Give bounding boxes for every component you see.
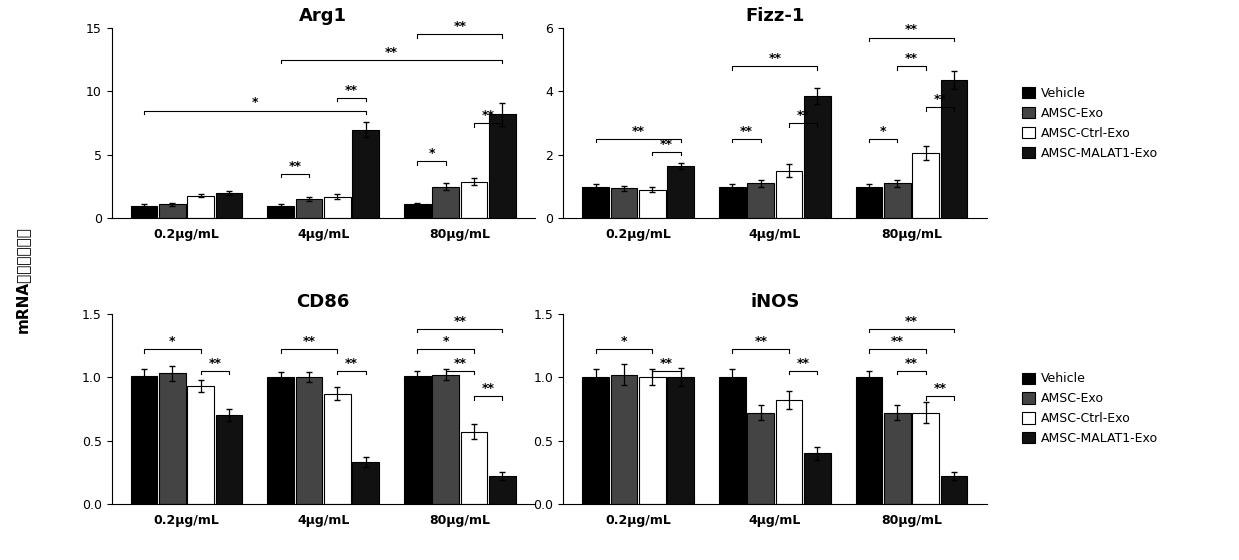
Text: **: ** <box>755 335 767 348</box>
Bar <box>611 188 637 218</box>
Bar <box>404 204 431 218</box>
Legend: Vehicle, AMSC-Exo, AMSC-Ctrl-Exo, AMSC-MALAT1-Exo: Vehicle, AMSC-Exo, AMSC-Ctrl-Exo, AMSC-M… <box>1021 86 1160 161</box>
Text: **: ** <box>891 335 904 348</box>
Text: *: * <box>170 335 176 348</box>
Bar <box>268 206 294 218</box>
Text: **: ** <box>482 109 494 122</box>
Bar <box>352 462 379 504</box>
Bar <box>489 114 515 218</box>
Bar <box>325 394 351 504</box>
Bar <box>940 81 968 218</box>
Text: *: * <box>429 147 435 160</box>
Text: **: ** <box>482 382 494 395</box>
Text: **: ** <box>797 357 810 370</box>
Text: **: ** <box>904 52 918 65</box>
Bar <box>639 377 665 504</box>
Bar <box>187 195 214 218</box>
Text: **: ** <box>904 357 918 370</box>
Text: *: * <box>252 96 258 109</box>
Bar <box>159 204 186 218</box>
Bar <box>719 186 746 218</box>
Title: Arg1: Arg1 <box>300 7 347 25</box>
Bar <box>885 413 911 504</box>
Text: **: ** <box>797 109 810 122</box>
Bar <box>856 377 882 504</box>
Bar <box>776 400 803 504</box>
Bar <box>216 415 243 504</box>
Title: Fizz-1: Fizz-1 <box>745 7 804 25</box>
Text: **: ** <box>904 24 918 36</box>
Bar <box>296 377 322 504</box>
Text: *: * <box>880 125 886 138</box>
Text: **: ** <box>453 315 466 328</box>
Bar <box>668 166 694 218</box>
Bar <box>668 377 694 504</box>
Text: mRNA相对表达水平: mRNA相对表达水平 <box>15 227 30 333</box>
Bar <box>404 376 431 504</box>
Bar <box>432 186 460 218</box>
Bar <box>216 193 243 218</box>
Bar <box>747 413 774 504</box>
Bar <box>268 377 294 504</box>
Bar <box>719 377 746 504</box>
Title: CD86: CD86 <box>296 293 349 311</box>
Text: **: ** <box>933 382 947 395</box>
Text: **: ** <box>346 84 358 97</box>
Text: *: * <box>621 335 627 348</box>
Bar <box>461 432 487 504</box>
Bar <box>856 186 882 218</box>
Bar <box>296 199 322 218</box>
Title: iNOS: iNOS <box>751 293 799 311</box>
Text: **: ** <box>660 138 673 151</box>
Bar <box>131 376 157 504</box>
Bar <box>611 375 637 504</box>
Text: **: ** <box>768 52 782 65</box>
Bar <box>804 453 831 504</box>
Bar <box>187 386 214 504</box>
Bar <box>912 153 939 218</box>
Bar <box>489 476 515 504</box>
Text: **: ** <box>302 335 316 348</box>
Text: **: ** <box>904 315 918 328</box>
Bar <box>747 184 774 218</box>
Bar <box>582 186 610 218</box>
Bar <box>776 171 803 218</box>
Bar <box>159 374 186 504</box>
Bar <box>639 190 665 218</box>
Bar <box>432 375 460 504</box>
Bar <box>804 96 831 218</box>
Bar <box>325 197 351 218</box>
Text: **: ** <box>453 20 466 33</box>
Bar <box>461 181 487 218</box>
Text: **: ** <box>385 46 398 59</box>
Text: **: ** <box>660 357 673 370</box>
Text: **: ** <box>632 125 644 138</box>
Bar <box>912 413 939 504</box>
Text: **: ** <box>346 357 358 370</box>
Text: **: ** <box>289 160 301 173</box>
Text: **: ** <box>453 357 466 370</box>
Bar <box>352 129 379 218</box>
Text: *: * <box>442 335 449 348</box>
Bar <box>582 377 610 504</box>
Legend: Vehicle, AMSC-Exo, AMSC-Ctrl-Exo, AMSC-MALAT1-Exo: Vehicle, AMSC-Exo, AMSC-Ctrl-Exo, AMSC-M… <box>1021 371 1160 446</box>
Bar <box>885 184 911 218</box>
Bar <box>940 476 968 504</box>
Bar <box>131 206 157 218</box>
Text: **: ** <box>208 357 222 370</box>
Text: **: ** <box>740 125 753 138</box>
Text: **: ** <box>933 94 947 106</box>
